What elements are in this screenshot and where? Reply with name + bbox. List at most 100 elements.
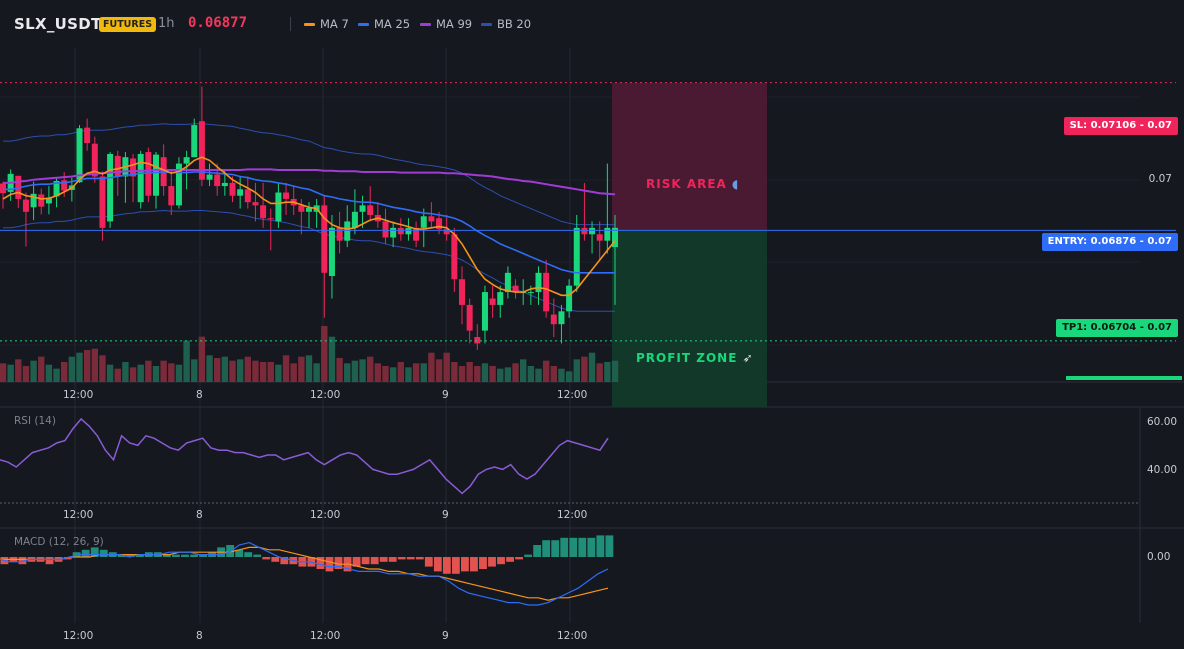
candle-body bbox=[298, 205, 305, 212]
volume-bar bbox=[558, 368, 565, 382]
volume-bar bbox=[0, 363, 7, 382]
macd-line bbox=[0, 541, 609, 606]
legend-ma7[interactable]: MA 7 bbox=[304, 17, 349, 31]
volume-bar bbox=[106, 364, 114, 382]
volume-bar bbox=[221, 356, 229, 382]
volume-bar bbox=[183, 340, 190, 382]
macd-hist-bar bbox=[560, 537, 569, 557]
macd-hist-bar bbox=[388, 557, 397, 562]
macd-hist-bar bbox=[497, 557, 505, 565]
macd-hist-bar bbox=[533, 545, 542, 557]
macd-hist-bar bbox=[316, 557, 325, 569]
volume-bar bbox=[30, 360, 37, 382]
macd-hist-bar bbox=[262, 557, 271, 560]
volume-bar bbox=[520, 359, 527, 382]
volume-bar bbox=[412, 363, 420, 382]
ma7-line bbox=[2, 156, 616, 297]
macd-hist-bar bbox=[244, 552, 253, 557]
symbol-title[interactable]: SLX_USDT bbox=[14, 15, 102, 33]
macd-hist-bar bbox=[442, 557, 451, 574]
macd-hist-bar bbox=[451, 557, 460, 574]
legend-bb20[interactable]: BB 20 bbox=[481, 17, 531, 31]
macd-hist-bar bbox=[199, 554, 207, 557]
volume-bar bbox=[244, 356, 251, 382]
volume-bar bbox=[282, 355, 290, 382]
volume-bar bbox=[336, 358, 343, 382]
candle-body bbox=[76, 128, 83, 183]
time-tick: 8 bbox=[196, 509, 203, 521]
volume-bar bbox=[512, 363, 519, 382]
volume-bar bbox=[129, 367, 137, 382]
candle-body bbox=[527, 292, 534, 294]
volume-bar bbox=[611, 360, 619, 382]
macd-hist-bar bbox=[361, 557, 370, 565]
candle-body bbox=[443, 229, 450, 235]
candle-body bbox=[84, 127, 91, 144]
volume-bar bbox=[305, 355, 313, 382]
macd-hist-bar bbox=[63, 557, 72, 560]
legend-ma99[interactable]: MA 99 bbox=[420, 17, 472, 31]
candle-body bbox=[206, 174, 213, 180]
macd-hist-bar bbox=[135, 554, 144, 557]
candle-body bbox=[22, 199, 29, 212]
volume-bar bbox=[565, 371, 573, 382]
candle-body bbox=[474, 337, 481, 344]
candle-body bbox=[436, 218, 443, 230]
macd-hist-bar bbox=[596, 535, 605, 557]
candle-body bbox=[451, 234, 458, 280]
candle-body bbox=[359, 205, 366, 212]
candle-body bbox=[38, 194, 45, 207]
rsi-tick-40: 40.00 bbox=[1147, 464, 1178, 476]
macd-hist-bar bbox=[461, 557, 469, 572]
candle-body bbox=[413, 227, 420, 241]
ma25-line bbox=[3, 171, 615, 274]
legend-ma25[interactable]: MA 25 bbox=[358, 17, 410, 31]
candle-body bbox=[283, 192, 290, 199]
macd-hist-bar bbox=[506, 557, 514, 562]
candle-body bbox=[214, 174, 221, 187]
timeframe-label[interactable]: 1h bbox=[158, 16, 175, 31]
volume-bar bbox=[53, 368, 60, 382]
volume-bar bbox=[91, 348, 98, 382]
macd-tick-zero: 0.00 bbox=[1147, 551, 1171, 563]
candle-body bbox=[596, 234, 603, 241]
risk-area-text: RISK AREA bbox=[646, 177, 727, 191]
time-tick: 9 bbox=[442, 389, 449, 401]
volume-bar bbox=[535, 368, 542, 382]
candle-body bbox=[221, 182, 228, 187]
volume-bar bbox=[527, 366, 535, 382]
sl-price-tag[interactable]: SL: 0.07106 - 0.07 bbox=[1063, 117, 1178, 135]
macd-hist-bar bbox=[587, 537, 596, 557]
volume-bar bbox=[604, 362, 611, 382]
volume-bar bbox=[313, 363, 320, 382]
macd-hist-bar bbox=[126, 554, 135, 557]
volume-bar bbox=[191, 359, 198, 382]
macd-hist-bar bbox=[379, 557, 388, 562]
candle-body bbox=[153, 154, 159, 196]
bb20-swatch bbox=[481, 22, 492, 26]
macd-hist-bar bbox=[352, 557, 361, 567]
macd-hist-bar bbox=[479, 557, 487, 569]
volume-bar bbox=[298, 356, 305, 382]
volume-bar bbox=[275, 364, 282, 382]
candle-body bbox=[466, 304, 473, 331]
candle-body bbox=[390, 227, 397, 238]
volume-bar bbox=[435, 359, 443, 382]
candle-body bbox=[61, 180, 68, 191]
candle-body bbox=[107, 153, 114, 222]
candle-body bbox=[604, 227, 611, 241]
candle-body bbox=[175, 163, 182, 206]
candle-body bbox=[344, 221, 351, 241]
macd-hist-bar bbox=[271, 557, 280, 562]
candle-body bbox=[512, 285, 519, 293]
time-tick: 12:00 bbox=[310, 509, 341, 521]
volume-bar bbox=[474, 366, 481, 382]
entry-price-tag[interactable]: ENTRY: 0.06876 - 0.07 bbox=[1041, 233, 1178, 251]
macd-hist-bar bbox=[524, 554, 533, 557]
volume-bar bbox=[405, 367, 412, 382]
candle-body bbox=[351, 211, 358, 228]
tp1-price-tag[interactable]: TP1: 0.06704 - 0.07 bbox=[1056, 319, 1178, 337]
time-tick: 12:00 bbox=[557, 630, 588, 642]
ma7-swatch bbox=[304, 22, 315, 26]
